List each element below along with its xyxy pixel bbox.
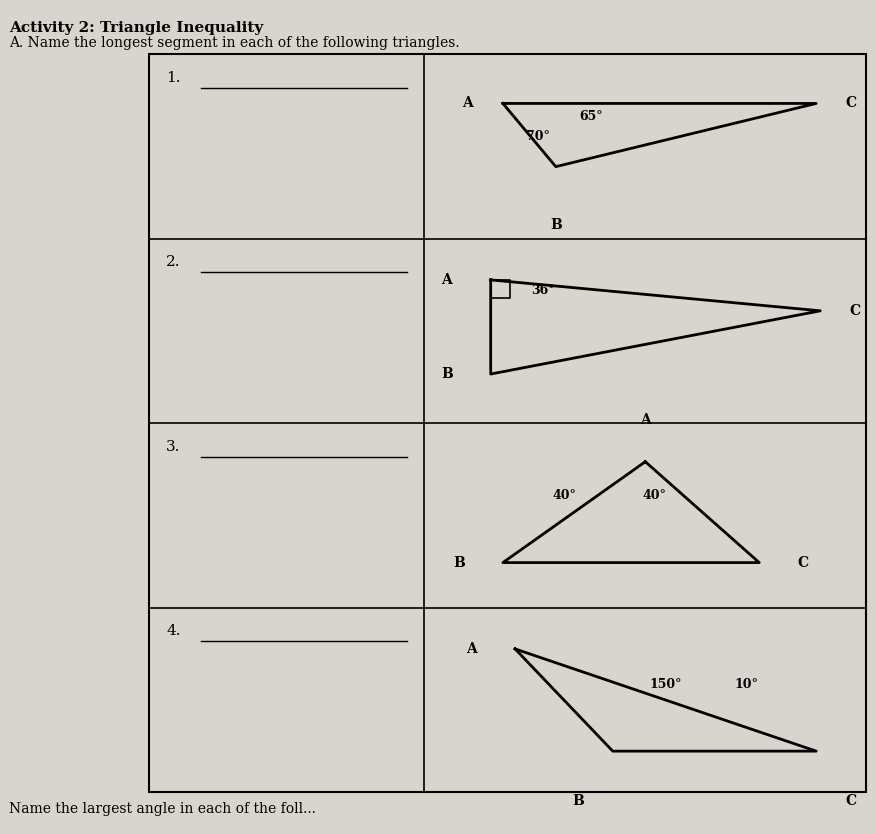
Text: 70°: 70° <box>526 130 550 143</box>
Text: C: C <box>845 794 857 808</box>
Text: Activity 2: Triangle Inequality: Activity 2: Triangle Inequality <box>9 21 263 35</box>
Text: 40°: 40° <box>642 490 666 502</box>
Text: A: A <box>463 97 473 110</box>
Text: A: A <box>442 273 452 287</box>
Text: Name the largest angle in each of the foll...: Name the largest angle in each of the fo… <box>9 801 316 816</box>
Text: A: A <box>640 413 651 427</box>
Text: B: B <box>572 794 584 808</box>
Text: B: B <box>453 555 465 570</box>
Text: 3.: 3. <box>166 440 180 454</box>
Text: C: C <box>845 97 857 110</box>
Text: 10°: 10° <box>734 678 758 691</box>
Text: C: C <box>850 304 861 318</box>
Text: 150°: 150° <box>649 678 682 691</box>
Bar <box>149 54 866 792</box>
Text: A. Name the longest segment in each of the following triangles.: A. Name the longest segment in each of t… <box>9 36 459 50</box>
Text: C: C <box>797 555 808 570</box>
Text: 40°: 40° <box>552 490 576 502</box>
Text: A: A <box>466 642 477 656</box>
Text: B: B <box>441 367 453 381</box>
Text: 36°: 36° <box>531 284 555 297</box>
Text: 1.: 1. <box>166 71 181 85</box>
Text: 2.: 2. <box>166 255 181 269</box>
Text: 65°: 65° <box>579 110 603 123</box>
Text: B: B <box>550 218 562 232</box>
Text: 4.: 4. <box>166 625 181 639</box>
